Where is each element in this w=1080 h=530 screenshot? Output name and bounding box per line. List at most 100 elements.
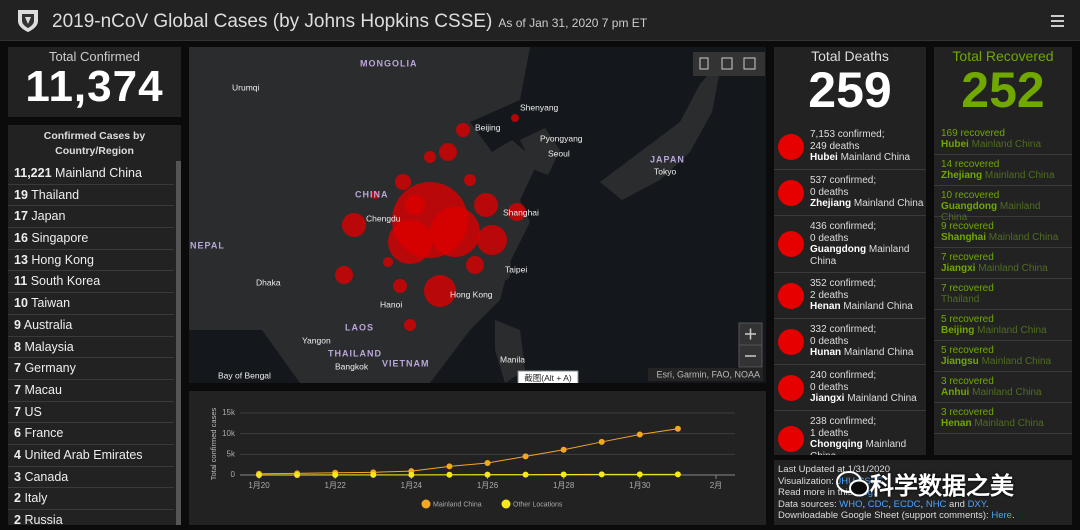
recovered-row: 5 recovered Beijing Mainland China (934, 310, 1072, 341)
qr-button[interactable] (743, 57, 756, 70)
confirmed-count: 332 confirmed; (810, 324, 877, 335)
recovered-row: 169 recovered Hubei Mainland China (934, 124, 1072, 155)
country-row: 2 Russia (8, 510, 174, 525)
country-row: 7 Macau (8, 380, 174, 402)
map[interactable]: MONGOLIA Urumqi Beijing Shenyang Pyongyang Se… (189, 47, 766, 383)
footer-link[interactable]: CDC (867, 498, 889, 510)
country-row: 2 Italy (8, 488, 174, 510)
country-count: 10 (14, 296, 28, 311)
recovered-count: 3 recovered (941, 407, 994, 418)
country-row: 8 Malaysia (8, 337, 174, 359)
data-point (294, 471, 301, 478)
map-label: Shanghai (503, 207, 539, 217)
data-point (484, 460, 491, 467)
confirmed-count: 240 confirmed; (810, 370, 877, 381)
country-list-title: Confirmed Cases by Country/Region (8, 125, 181, 163)
menu-button[interactable] (1050, 14, 1066, 28)
header: 2019-nCoV Global Cases (by Johns Hopkins… (0, 0, 1080, 41)
country-row: 10 Taiwan (8, 293, 174, 315)
footer-line: Downloadable Google Sheet (support comme… (778, 510, 1068, 522)
data-point (674, 471, 681, 478)
region: Mainland China (988, 232, 1059, 243)
country-row: 3 Canada (8, 467, 174, 489)
death-count: 0 deaths (810, 335, 849, 347)
footer-link[interactable]: ECDC (893, 498, 921, 510)
map-tools (693, 52, 765, 368)
footer-text: and (946, 498, 968, 510)
map-label: CHINA (355, 189, 389, 199)
location: Zhejiang Mainland China (941, 170, 1069, 181)
footer-line: Last Updated at 1/31/2020 (778, 464, 1068, 476)
footer-link[interactable]: WHO (839, 498, 863, 510)
data-point (560, 471, 567, 478)
y-axis-label: Total confirmed cases (209, 407, 218, 480)
deaths-value: 259 (808, 62, 892, 118)
location: Anhui Mainland China (941, 387, 1069, 398)
map-label: Beijing (475, 122, 501, 132)
region: Mainland China (972, 387, 1042, 398)
country-rows: 11,221 Mainland China 19 Thailand 17 Japan… (8, 163, 181, 525)
country-count: 11 (14, 274, 28, 289)
country-count: 7 (14, 404, 21, 419)
deaths-row: 332 confirmed; 0 deaths Hunan Mainland Chi… (774, 319, 926, 365)
footer-link[interactable]: DXY (967, 498, 986, 510)
list-button[interactable] (721, 57, 733, 70)
case-circles (335, 114, 526, 331)
map-label: Bangkok (335, 361, 369, 371)
death-count: 0 deaths (810, 232, 849, 244)
recovered-row: 7 recovered Thailand (934, 279, 1072, 310)
dot (778, 426, 804, 452)
footer-link[interactable]: NHC (925, 498, 947, 510)
country-name: Australia (23, 317, 73, 332)
scrollbar[interactable] (176, 161, 181, 525)
location: Thailand (941, 294, 1069, 305)
country-name: Japan (31, 209, 66, 224)
y-tick-label: 15k (222, 408, 236, 417)
deaths-row: 7,153 confirmed; 249 deaths Hubei Mainland… (774, 124, 926, 170)
wechat-icon (836, 471, 869, 497)
data-point (256, 471, 263, 478)
data-point (636, 471, 643, 478)
region: Mainland China (971, 139, 1042, 150)
country-row: 16 Singapore (8, 228, 174, 250)
bookmark-button[interactable] (699, 57, 709, 70)
country-row: 11 South Korea (8, 271, 174, 294)
total-recovered: Total Recovered 252 169 recovered Hubei M… (934, 47, 1072, 455)
location: Jiangsu Mainland China (941, 356, 1069, 367)
recovered-row: 9 recovered Shanghai Mainland China (934, 217, 1072, 248)
legend-label: Mainland China (433, 501, 482, 508)
deaths-row: 238 confirmed; 1 deaths Chongqing Mainland… (774, 411, 926, 455)
map-label: LAOS (345, 322, 374, 332)
country-row: 9 Australia (8, 315, 174, 337)
place: Hunan (810, 347, 842, 358)
data-point (370, 471, 377, 478)
tooltip: 截图(Alt + A) (524, 373, 572, 383)
recovered-label: Total Recovered (952, 48, 1054, 64)
footer-link[interactable]: Here (991, 510, 1012, 522)
footer-text: Data sources: (778, 498, 840, 510)
footer-line: Data sources: WHO, CDC, ECDC, NHC and DX… (778, 499, 1068, 511)
place: Zhejiang (941, 170, 983, 181)
y-tick-label: 0 (231, 470, 236, 479)
x-tick-label: 1月30 (629, 481, 651, 490)
country-row: 6 France (8, 423, 174, 445)
recovered-row: 3 recovered Anhui Mainland China (934, 372, 1072, 403)
location: Hubei Mainland China (810, 152, 924, 164)
data-point (332, 471, 339, 478)
tooltip-bg (517, 370, 579, 383)
country-name: Italy (24, 491, 48, 506)
deaths-rows: 7,153 confirmed; 249 deaths Hubei Mainland… (774, 124, 926, 455)
place: Guangdong (810, 244, 867, 255)
country-row: 4 United Arab Emirates (8, 445, 174, 467)
legend-label: Other Locations (513, 501, 563, 508)
recovered-rows: 169 recovered Hubei Mainland China 14 reco… (934, 124, 1072, 434)
place: Hubei (941, 139, 969, 150)
country-name: United Arab Emirates (24, 447, 143, 462)
death-count: 1 deaths (810, 427, 849, 439)
map-label: Manila (500, 354, 525, 364)
death-count: 249 deaths (810, 140, 860, 152)
x-tick-label: 2月 (710, 481, 722, 490)
map-label: VIETNAM (382, 358, 430, 368)
location: Beijing Mainland China (941, 325, 1069, 336)
